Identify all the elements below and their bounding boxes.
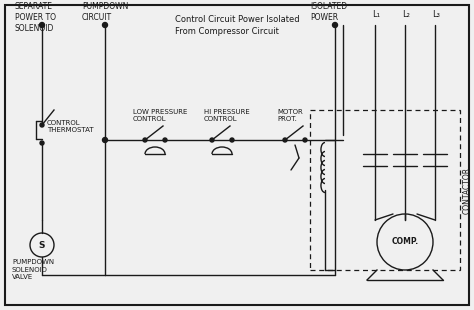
- Circle shape: [332, 23, 337, 28]
- Text: HI PRESSURE
CONTROL: HI PRESSURE CONTROL: [204, 108, 250, 122]
- Text: ISOLATED
POWER: ISOLATED POWER: [310, 2, 347, 22]
- Text: CONTACTOR: CONTACTOR: [463, 166, 472, 214]
- Text: Control Circuit Power Isolated
From Compressor Circuit: Control Circuit Power Isolated From Comp…: [175, 15, 300, 36]
- Text: LOW PRESSURE
CONTROL: LOW PRESSURE CONTROL: [133, 108, 187, 122]
- Circle shape: [102, 138, 108, 143]
- Circle shape: [163, 138, 167, 142]
- Circle shape: [303, 138, 307, 142]
- Text: MOTOR
PROT.: MOTOR PROT.: [277, 108, 303, 122]
- Circle shape: [40, 141, 44, 145]
- Text: L₃: L₃: [432, 10, 440, 19]
- Circle shape: [102, 23, 108, 28]
- Bar: [310, 110, 460, 270]
- Circle shape: [143, 138, 147, 142]
- Text: PUMPDOWN
CIRCUIT: PUMPDOWN CIRCUIT: [82, 2, 128, 22]
- Circle shape: [40, 123, 44, 127]
- Circle shape: [210, 138, 214, 142]
- Text: COMP.: COMP.: [392, 237, 419, 246]
- Text: SEPARATE
POWER TO
SOLENOID: SEPARATE POWER TO SOLENOID: [15, 2, 56, 33]
- Circle shape: [283, 138, 287, 142]
- Text: L₂: L₂: [402, 10, 410, 19]
- Circle shape: [39, 23, 45, 28]
- Text: PUMPDOWN
SOLENOID
VALVE: PUMPDOWN SOLENOID VALVE: [12, 259, 54, 280]
- Text: CONTROL
THERMOSTAT: CONTROL THERMOSTAT: [47, 120, 94, 134]
- Text: L₁: L₁: [372, 10, 380, 19]
- Text: S: S: [39, 241, 45, 250]
- Circle shape: [230, 138, 234, 142]
